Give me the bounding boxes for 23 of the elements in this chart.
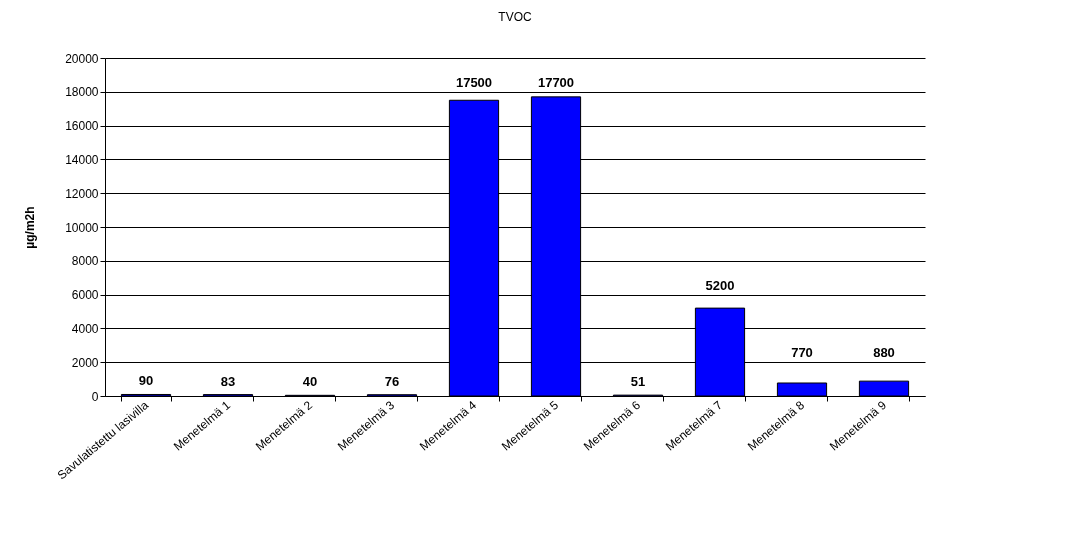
data-label: 17700 [537,74,575,90]
y-tick-label: 12000 [65,186,99,201]
data-label: 770 [791,345,813,361]
data-label: 76 [384,373,400,389]
data-label: 5200 [705,277,735,293]
data-label: 83 [220,373,236,389]
y-tick-label: 8000 [71,254,99,269]
y-tick-label: 0 [91,389,99,404]
data-label: 17500 [455,74,493,90]
y-tick-label: 14000 [65,152,99,167]
y-tick-label: 18000 [65,85,99,100]
y-tick-label: 20000 [65,51,99,66]
y-tick-label: 6000 [71,288,99,303]
data-label: 90 [138,373,154,389]
chart-title: TVOC [498,10,532,24]
y-tick-label: 2000 [71,355,99,370]
y-axis-title: µg/m2h [23,206,38,249]
y-tick-label: 4000 [71,321,99,336]
data-label: 51 [630,374,646,390]
y-tick-label: 16000 [65,119,99,134]
y-tick-label: 10000 [65,220,99,235]
data-label: 40 [302,374,318,390]
data-label: 880 [873,345,895,361]
